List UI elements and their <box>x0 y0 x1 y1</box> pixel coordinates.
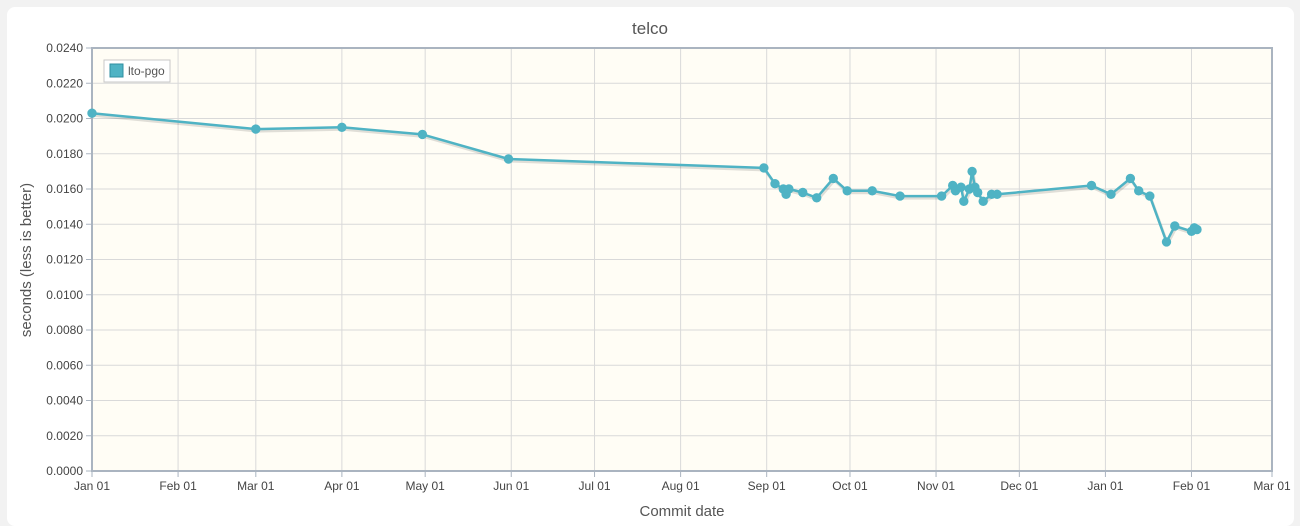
x-tick-label: Nov 01 <box>917 479 955 493</box>
data-point[interactable] <box>828 173 838 184</box>
legend: lto-pgo <box>103 59 171 83</box>
x-tick-label: Jan 01 <box>74 479 110 493</box>
data-point[interactable] <box>251 124 261 134</box>
x-tick-label: May 01 <box>405 479 445 493</box>
data-point[interactable] <box>87 108 97 118</box>
x-tick-label: Oct 01 <box>832 479 868 493</box>
data-point[interactable] <box>959 196 969 207</box>
x-tick-label: Jul 01 <box>579 479 611 493</box>
series-layer <box>87 108 1202 247</box>
chart-title: telco <box>632 19 668 38</box>
data-point[interactable] <box>1134 186 1144 196</box>
y-tick-label: 0.0220 <box>46 76 83 90</box>
plot-border <box>91 47 1273 472</box>
legend-swatch <box>109 63 124 78</box>
x-axis-ticks: Jan 01 Feb 01 Mar 01 Apr 01 May 01 Jun 01 Jul … <box>74 471 1291 493</box>
x-tick-label: Dec 01 <box>1000 479 1038 493</box>
data-point[interactable] <box>973 187 983 198</box>
data-point[interactable] <box>1161 237 1172 247</box>
data-point[interactable] <box>956 182 966 192</box>
x-tick-label: Mar 01 <box>237 479 275 493</box>
data-point[interactable] <box>1170 221 1180 231</box>
y-tick-label: 0.0180 <box>46 147 83 161</box>
x-tick-label: Jun 01 <box>493 479 529 493</box>
data-point[interactable] <box>784 184 794 194</box>
y-tick-label: 0.0140 <box>46 217 83 231</box>
data-point[interactable] <box>842 186 852 196</box>
data-point[interactable] <box>503 154 514 164</box>
data-point[interactable] <box>770 179 780 189</box>
data-point[interactable] <box>967 166 977 177</box>
y-tick-label: 0.0160 <box>46 182 83 196</box>
x-tick-label: Aug 01 <box>662 479 700 493</box>
y-tick-label: 0.0120 <box>46 253 83 267</box>
y-tick-label: 0.0060 <box>46 358 83 372</box>
x-tick-label: Feb 01 <box>159 479 197 493</box>
data-point[interactable] <box>812 193 822 203</box>
data-point[interactable] <box>936 191 947 201</box>
data-point[interactable] <box>1106 189 1116 200</box>
x-tick-label: Jan 01 <box>1087 479 1123 493</box>
x-tick-label: Mar 01 <box>1253 479 1291 493</box>
y-tick-label: 0.0000 <box>46 464 83 478</box>
y-axis-title: seconds (less is better) <box>18 183 35 337</box>
data-point[interactable] <box>1145 191 1155 201</box>
y-tick-label: 0.0040 <box>46 394 83 408</box>
y-tick-label: 0.0200 <box>46 112 83 126</box>
data-point[interactable] <box>337 122 347 133</box>
y-tick-label: 0.0240 <box>46 41 83 55</box>
legend-label: lto-pgo <box>128 64 165 78</box>
data-point[interactable] <box>798 187 808 198</box>
y-tick-label: 0.0100 <box>46 288 83 302</box>
y-tick-label: 0.0020 <box>46 429 83 443</box>
data-point[interactable] <box>417 129 428 140</box>
x-tick-label: Sep 01 <box>748 479 786 493</box>
data-point[interactable] <box>759 163 769 173</box>
data-point[interactable] <box>978 196 988 207</box>
x-tick-label: Feb 01 <box>1173 479 1211 493</box>
y-tick-label: 0.0080 <box>46 323 83 337</box>
data-point[interactable] <box>1086 180 1097 191</box>
data-point[interactable] <box>867 186 877 196</box>
x-axis-title: Commit date <box>639 503 724 520</box>
data-point[interactable] <box>895 191 905 201</box>
x-tick-label: Apr 01 <box>324 479 360 493</box>
grid-lines <box>92 48 1272 471</box>
data-point[interactable] <box>1125 173 1136 184</box>
y-axis-ticks: 0.0000 0.0020 0.0040 0.0060 0.0080 0.0100 0.01… <box>46 41 92 478</box>
data-point[interactable] <box>1192 224 1202 235</box>
data-point[interactable] <box>992 189 1002 200</box>
